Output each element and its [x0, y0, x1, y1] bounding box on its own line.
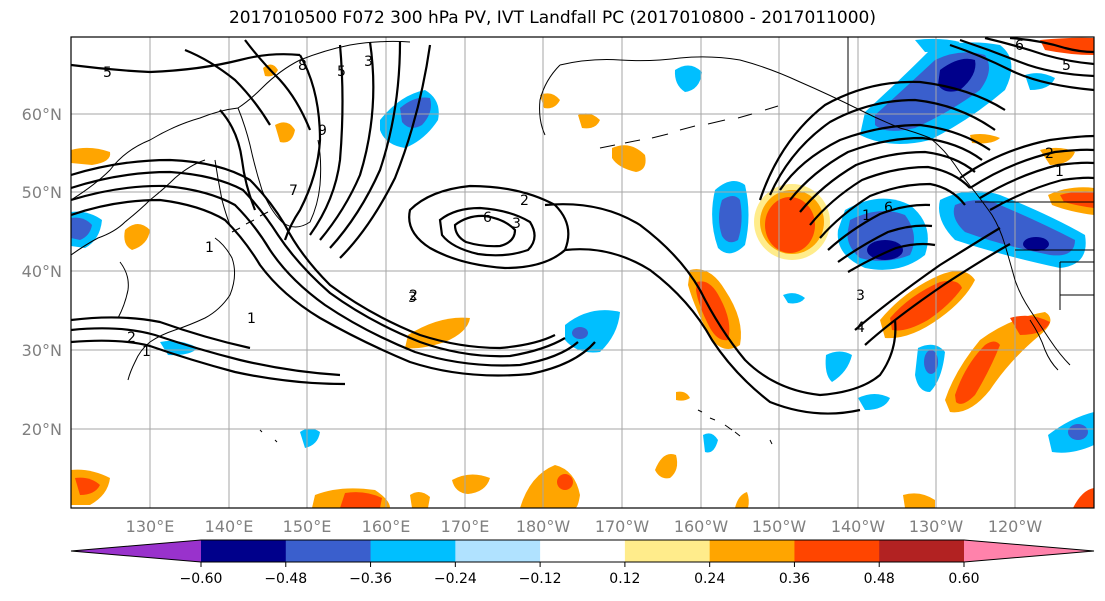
- colorbar: −0.60 −0.48 −0.36 −0.24 −0.12 0.12 0.24 0.36 0.4…: [70, 539, 1095, 587]
- negative-anomaly-misc: [71, 38, 1094, 453]
- colorbar-tick-label: −0.12: [519, 571, 562, 587]
- map-title: 2017010500 F072 300 hPa PV, IVT Landfall…: [228, 8, 876, 28]
- contour-label: 5: [1062, 58, 1071, 74]
- colorbar-band: [624, 540, 711, 562]
- contour-label: 7: [289, 183, 298, 199]
- lon-label: 130°W: [909, 517, 964, 536]
- colorbar-band: [540, 540, 626, 562]
- latitude-labels: 60°N 50°N 40°N 30°N 20°N: [22, 105, 62, 439]
- colorbar-tick-label: 0.24: [694, 571, 725, 587]
- lon-label: 170°W: [595, 517, 650, 536]
- lon-label: 170°E: [441, 517, 490, 536]
- colorbar-band: [455, 540, 541, 562]
- colorbar-ticks: −0.60 −0.48 −0.36 −0.24 −0.12 0.12 0.24 0.36 0.4…: [180, 562, 980, 587]
- colorbar-tick-label: 0.48: [864, 571, 895, 587]
- contour-label: 5: [103, 65, 112, 81]
- contour-label: 4: [856, 320, 865, 336]
- map-frame: [70, 36, 1095, 509]
- contour-label: 2: [520, 193, 529, 209]
- contour-label: 1: [142, 344, 151, 360]
- lon-label: 150°E: [283, 517, 332, 536]
- lat-label: 30°N: [22, 341, 62, 360]
- lon-label: 130°E: [126, 517, 175, 536]
- contour-label: 3: [364, 54, 373, 70]
- contour-label: 8: [298, 58, 307, 74]
- contour-label: 1: [205, 240, 214, 256]
- lat-label: 50°N: [22, 183, 62, 202]
- colorbar-segments: [70, 539, 1095, 563]
- negative-anomaly-bc: [939, 191, 1086, 268]
- longitude-labels: 130°E 140°E 150°E 160°E 170°E 180°W 170°…: [126, 517, 1043, 536]
- colorbar-band: [709, 540, 795, 562]
- contour-labels: 5 8 5 3 9 7 1 2 1 2 1 6 3 2 3 3 4 6 1 2 …: [103, 38, 1071, 360]
- contour-label: 6: [1015, 38, 1024, 54]
- colorbar-tick-label: −0.36: [349, 571, 392, 587]
- lon-label: 180°W: [516, 517, 571, 536]
- lon-label: 150°W: [752, 517, 807, 536]
- colorbar-tick-label: 0.36: [779, 571, 810, 587]
- colorbar-tick-label: 0.60: [948, 571, 979, 587]
- contour-label: 5: [337, 64, 346, 80]
- lon-label: 140°W: [831, 517, 886, 536]
- pv-contours: [71, 37, 1094, 415]
- lon-label: 160°E: [362, 517, 411, 536]
- colorbar-extend-min: [71, 540, 201, 562]
- colorbar-tick-label: −0.48: [264, 571, 307, 587]
- contour-label: 3: [512, 216, 521, 232]
- contour-label: 2: [409, 288, 418, 304]
- contour-label: 9: [318, 123, 327, 139]
- colorbar-extend-max: [964, 540, 1094, 562]
- contour-label: 2: [1045, 146, 1054, 162]
- lon-label: 140°E: [205, 517, 254, 536]
- colorbar-band: [370, 540, 456, 562]
- contour-label: 6: [483, 210, 492, 226]
- lon-label: 120°W: [988, 517, 1043, 536]
- contour-label: 3: [408, 290, 417, 306]
- lat-label: 60°N: [22, 105, 62, 124]
- contour-label: 1: [247, 311, 256, 327]
- graticule: [71, 37, 1094, 508]
- colorbar-band: [794, 540, 880, 562]
- colorbar-tick-label: −0.24: [434, 571, 477, 587]
- positive-anomaly-gulf: [754, 184, 830, 260]
- colorbar-band: [201, 540, 287, 562]
- contour-label: 3: [856, 288, 865, 304]
- colorbar-tick-label: 0.12: [609, 571, 640, 587]
- lat-label: 40°N: [22, 262, 62, 281]
- lat-label: 20°N: [22, 420, 62, 439]
- colorbar-band: [879, 540, 965, 562]
- contour-label: 2: [127, 330, 136, 346]
- contour-label: 6: [884, 200, 893, 216]
- lon-label: 160°W: [674, 517, 729, 536]
- map-area: 5 8 5 3 9 7 1 2 1 2 1 6 3 2 3 3 4 6 1 2 …: [71, 37, 1094, 508]
- colorbar-band: [285, 540, 372, 562]
- contour-label: 1: [1055, 164, 1064, 180]
- contour-label: 1: [862, 208, 871, 224]
- colorbar-tick-label: −0.60: [180, 571, 223, 587]
